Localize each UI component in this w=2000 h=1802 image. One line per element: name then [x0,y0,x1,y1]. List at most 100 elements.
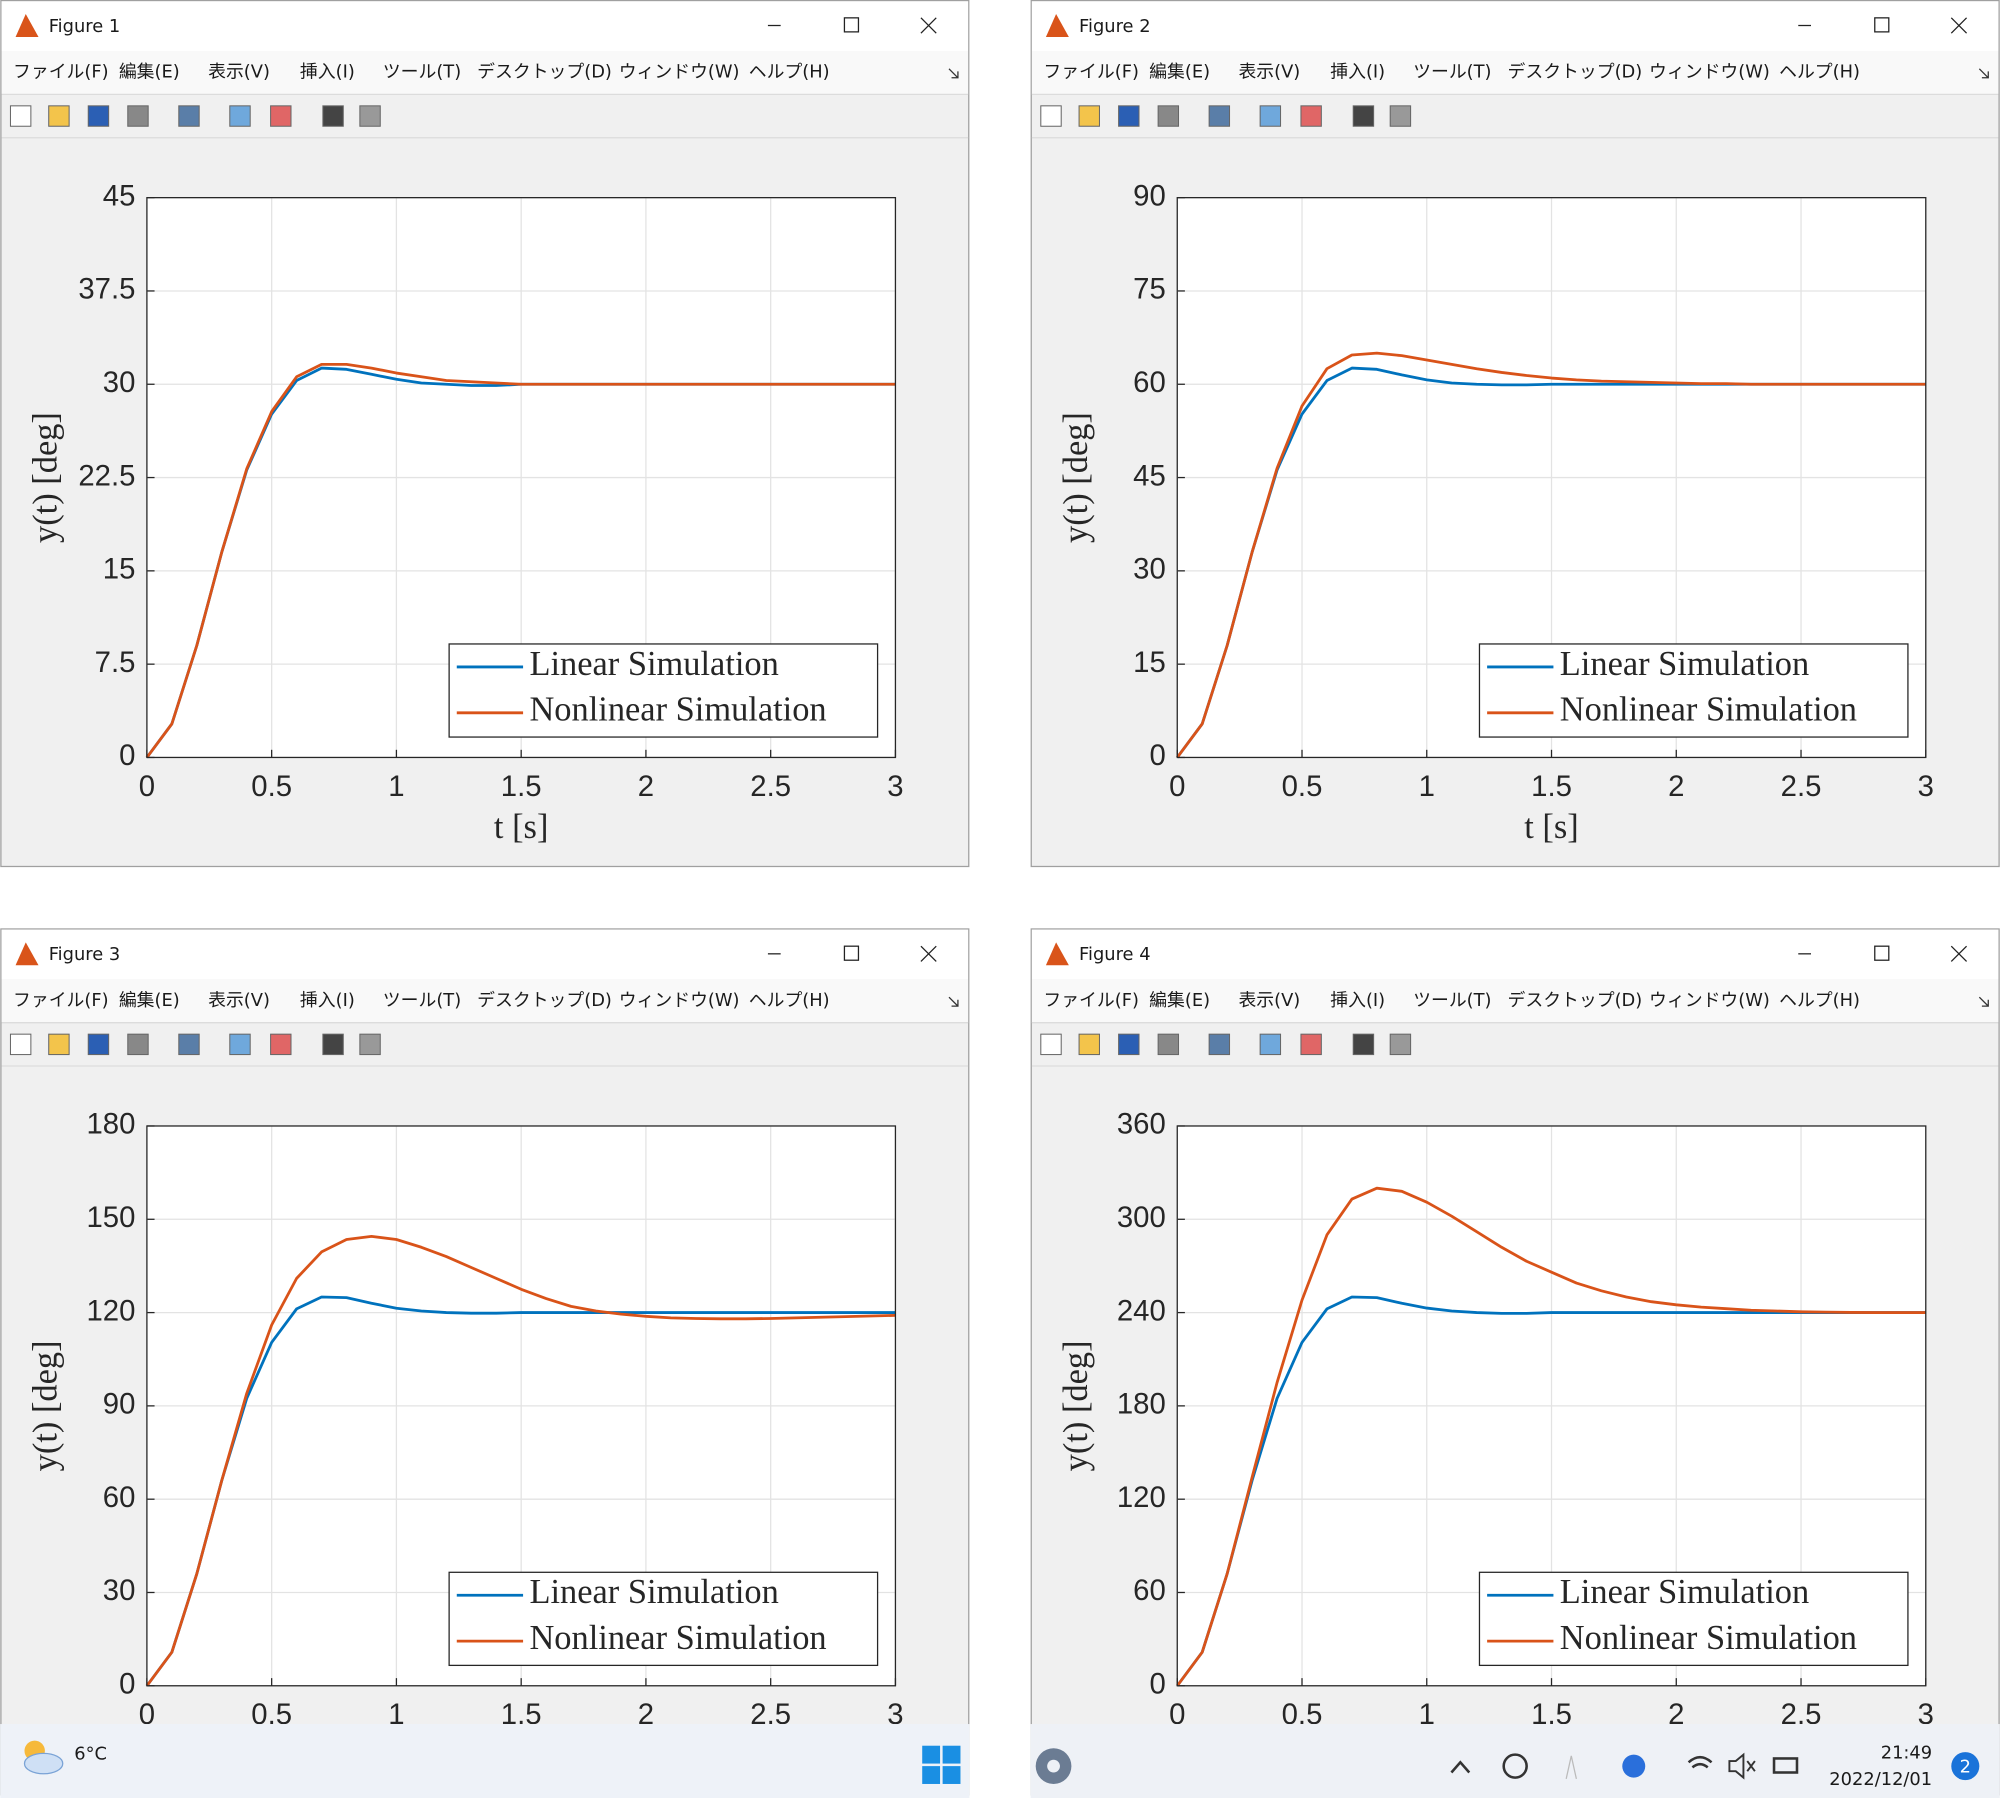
toolbar-button[interactable] [1259,105,1282,127]
toolbar-button[interactable] [127,1033,149,1056]
menu-item[interactable]: 編集(E) [119,62,180,83]
battery-icon[interactable] [1772,1757,1799,1774]
toolbar-button[interactable] [87,105,110,127]
weather-icon[interactable] [23,1740,64,1775]
toolbar-button[interactable] [1259,1033,1282,1056]
toolbar-button[interactable] [178,1033,200,1056]
menu-item[interactable]: ツール(T) [1413,990,1491,1011]
menu-item[interactable]: ツール(T) [1413,62,1491,83]
menu-item[interactable]: デスクトップ(D) [1508,990,1643,1011]
menu-item[interactable]: ウィンドウ(W) [1649,62,1770,83]
chart: 0 15 30 45 60 75 90 0 0.5 1 1.5 2 2.5 3 t [s] y(t) [deg… [1057,179,1934,846]
font-icon[interactable] [1565,1755,1578,1780]
menu-item[interactable]: ファイル(F) [1043,990,1139,1011]
y-tick-label: 150 [87,1201,136,1234]
wifi-icon[interactable] [1687,1755,1713,1769]
toolbar-button[interactable] [87,1033,110,1056]
toolbar-button[interactable] [1208,1033,1231,1056]
toolbar-button[interactable] [1208,105,1231,127]
menu-item[interactable]: 表示(V) [1238,990,1300,1011]
menu-item[interactable]: ウィンドウ(W) [1649,990,1770,1011]
settings-icon[interactable] [1035,1748,1072,1784]
legend: Linear Simulation Nonlinear Simulation [1478,1571,1909,1667]
maximize-button[interactable] [843,17,860,33]
menu-item[interactable]: 編集(E) [1149,990,1210,1011]
toolbar-button[interactable] [359,105,381,127]
toolbar-button[interactable] [1300,1033,1322,1056]
toolbar-button[interactable] [127,105,149,127]
menu-item[interactable]: デスクトップ(D) [477,990,612,1011]
menu-item[interactable]: 表示(V) [208,62,270,83]
toolbar-button[interactable] [1078,1033,1100,1056]
menu-item[interactable]: 挿入(I) [1330,990,1385,1011]
menu-item[interactable]: ファイル(F) [13,990,109,1011]
menu-item[interactable]: 表示(V) [208,990,270,1011]
legend-label: Nonlinear Simulation [1560,691,1857,729]
maximize-button[interactable] [843,945,860,961]
legend-box [1478,1571,1909,1667]
toolbar-button[interactable] [1040,105,1062,127]
x-tick-label: 2 [1668,770,1684,803]
toolbar-button[interactable] [48,105,70,127]
menu-item[interactable]: ヘルプ(H) [1779,990,1860,1011]
menu-item[interactable]: 挿入(I) [300,990,355,1011]
toolbar-button[interactable] [1040,1033,1062,1056]
toolbar-button[interactable] [1118,1033,1140,1056]
volume-icon[interactable] [1728,1752,1756,1780]
toolbar-button[interactable] [48,1033,70,1056]
menu-item[interactable]: ツール(T) [383,990,461,1011]
menu-item[interactable]: ツール(T) [383,62,461,83]
menu-item[interactable]: ヘルプ(H) [749,62,830,83]
start-button[interactable] [922,1745,961,1784]
clock-time[interactable]: 21:49 [1881,1742,1932,1763]
toolbar-button[interactable] [1157,105,1180,127]
axes-box [146,1125,897,1687]
toolbar-button[interactable] [1157,1033,1180,1056]
x-tick-label: 1 [388,770,404,803]
maximize-button[interactable] [1874,17,1890,33]
toolbar-button[interactable] [322,1033,344,1056]
menu-item[interactable]: 編集(E) [1149,62,1210,83]
menu-item[interactable]: 表示(V) [1238,62,1300,83]
toolbar-button[interactable] [270,105,292,127]
toolbar-button[interactable] [9,1033,32,1056]
menu-item[interactable]: 挿入(I) [1330,62,1385,83]
menu-item[interactable]: 編集(E) [119,990,180,1011]
tray-chevron[interactable] [1450,1760,1471,1774]
menu-item[interactable]: デスクトップ(D) [1508,62,1643,83]
toolbar-button[interactable] [178,105,200,127]
menu-item[interactable]: デスクトップ(D) [477,62,612,83]
maximize-button[interactable] [1874,945,1890,961]
menu-item[interactable]: ヘルプ(H) [1779,62,1860,83]
toolbar-button[interactable] [359,1033,381,1056]
close-button[interactable] [1950,945,1968,962]
clock-date[interactable]: 2022/12/01 [1829,1769,1932,1790]
app-icon[interactable] [1622,1754,1646,1778]
toolbar-button[interactable] [229,105,251,127]
toolbar-button[interactable] [322,105,344,127]
menu-item[interactable]: ヘルプ(H) [749,990,830,1011]
menu-item[interactable]: 挿入(I) [300,62,355,83]
menu-item[interactable]: ウィンドウ(W) [619,990,740,1011]
toolbar-button[interactable] [1078,105,1100,127]
toolbar-button[interactable] [1389,105,1412,127]
toolbar-button[interactable] [270,1033,292,1056]
menu-item[interactable]: ウィンドウ(W) [619,62,740,83]
toolbar-button[interactable] [1352,1033,1375,1056]
menu-item[interactable]: ファイル(F) [13,62,109,83]
toolbar-button[interactable] [1352,105,1375,127]
toolbar-button[interactable] [229,1033,251,1056]
toolbar-button[interactable] [9,105,32,127]
close-button[interactable] [1950,17,1968,34]
x-tick-label: 2 [1668,1698,1684,1731]
sync-icon[interactable] [1502,1753,1528,1779]
toolbar-button[interactable] [1118,105,1140,127]
menu-item[interactable]: ファイル(F) [1043,62,1139,83]
y-tick-label: 240 [1117,1294,1166,1327]
toolbar-button[interactable] [1300,105,1322,127]
close-button[interactable] [920,945,937,962]
menu-bar [1031,51,1999,95]
notification-badge[interactable] [1951,1752,1980,1781]
toolbar-button[interactable] [1389,1033,1412,1056]
close-button[interactable] [920,17,937,34]
